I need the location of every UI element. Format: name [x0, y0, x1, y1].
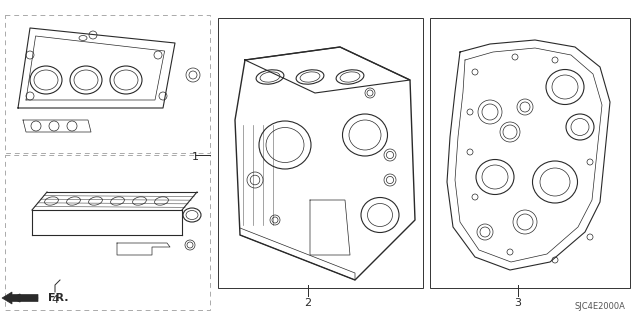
- Text: FR.: FR.: [48, 293, 68, 303]
- Text: SJC4E2000A: SJC4E2000A: [574, 302, 625, 311]
- Text: 4: 4: [51, 295, 59, 305]
- Text: 3: 3: [515, 298, 522, 308]
- Bar: [5, 155, 210, 310]
- FancyArrow shape: [2, 292, 38, 304]
- Bar: [218, 18, 423, 288]
- Bar: [5, 15, 210, 153]
- Bar: [430, 18, 630, 288]
- Text: 2: 2: [305, 298, 312, 308]
- Text: 1: 1: [191, 152, 198, 162]
